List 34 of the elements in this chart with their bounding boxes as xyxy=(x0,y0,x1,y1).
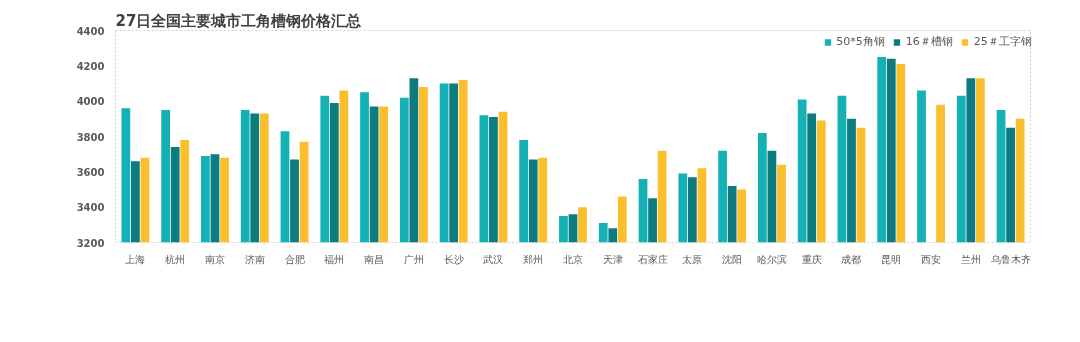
x-tick-label: 上海 xyxy=(125,253,146,265)
x-tick-label: 哈尔滨 xyxy=(756,253,787,265)
x-tick-label: 合肥 xyxy=(284,253,305,265)
legend-label: 16＃槽钢 xyxy=(905,34,953,49)
x-tick-label: 北京 xyxy=(563,253,583,265)
x-tick-label: 郑州 xyxy=(523,253,544,265)
x-tick-label: 南昌 xyxy=(364,253,385,265)
x-tick-label: 昆明 xyxy=(881,253,902,265)
y-tick-label: 3400 xyxy=(76,202,105,214)
x-tick-label: 沈阳 xyxy=(722,253,743,265)
legend-label: 50*5角钢 xyxy=(836,34,885,49)
y-tick-label: 4000 xyxy=(76,96,105,108)
x-tick-label: 兰州 xyxy=(960,253,981,265)
x-tick-label: 广州 xyxy=(403,253,424,265)
x-tick-label: 西安 xyxy=(921,253,942,265)
x-tick-label: 福州 xyxy=(324,253,345,265)
y-tick-label: 3800 xyxy=(76,131,105,143)
x-tick-label: 南京 xyxy=(204,253,225,265)
x-tick-label: 太原 xyxy=(682,253,703,265)
x-tick-label: 成都 xyxy=(841,253,862,265)
x-tick-label: 长沙 xyxy=(443,253,464,265)
x-tick-label: 乌鲁木齐 xyxy=(990,253,1031,265)
x-tick-label: 天津 xyxy=(602,253,623,265)
x-tick-label: 杭州 xyxy=(164,253,186,265)
x-tick-label: 石家庄 xyxy=(637,253,668,265)
y-tick-label: 3600 xyxy=(76,166,105,178)
y-tick-label: 4400 xyxy=(76,25,105,37)
x-tick-label: 武汉 xyxy=(483,253,504,265)
y-tick-label: 3200 xyxy=(76,237,105,249)
x-tick-label: 重庆 xyxy=(801,253,822,265)
legend-label: 25＃工字钢 xyxy=(973,34,1032,49)
y-tick-label: 4200 xyxy=(76,60,105,72)
chart-title: 27日全国主要城市工角槽钢价格汇总 xyxy=(115,11,362,30)
x-tick-label: 济南 xyxy=(244,253,265,265)
